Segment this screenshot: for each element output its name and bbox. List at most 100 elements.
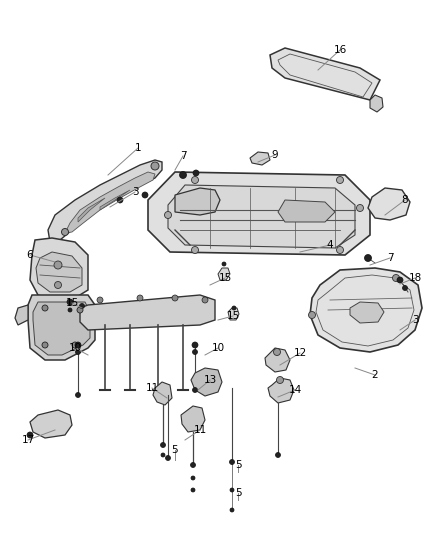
Circle shape bbox=[137, 295, 143, 301]
Circle shape bbox=[75, 342, 81, 348]
Text: 14: 14 bbox=[288, 385, 302, 395]
Circle shape bbox=[165, 212, 172, 219]
Circle shape bbox=[364, 254, 371, 262]
Polygon shape bbox=[168, 185, 355, 248]
Polygon shape bbox=[78, 198, 105, 222]
Circle shape bbox=[166, 456, 170, 461]
Text: 15: 15 bbox=[65, 298, 79, 308]
Polygon shape bbox=[33, 302, 90, 355]
Circle shape bbox=[142, 192, 148, 198]
Circle shape bbox=[27, 432, 33, 438]
Circle shape bbox=[392, 274, 399, 281]
Circle shape bbox=[191, 246, 198, 254]
Circle shape bbox=[54, 281, 61, 288]
Polygon shape bbox=[270, 48, 380, 100]
Polygon shape bbox=[310, 268, 422, 352]
Polygon shape bbox=[28, 295, 95, 360]
Text: 15: 15 bbox=[219, 273, 232, 283]
Text: 3: 3 bbox=[132, 187, 138, 197]
Polygon shape bbox=[370, 95, 383, 112]
Polygon shape bbox=[30, 238, 88, 300]
Circle shape bbox=[192, 387, 198, 392]
Text: 5: 5 bbox=[235, 488, 241, 498]
Circle shape bbox=[161, 453, 165, 457]
Polygon shape bbox=[191, 368, 222, 396]
Text: 1: 1 bbox=[135, 143, 141, 153]
Text: 2: 2 bbox=[372, 370, 378, 380]
Circle shape bbox=[77, 307, 83, 313]
Polygon shape bbox=[265, 348, 290, 372]
Circle shape bbox=[42, 342, 48, 348]
Polygon shape bbox=[175, 188, 220, 215]
Text: 18: 18 bbox=[408, 273, 422, 283]
Circle shape bbox=[80, 303, 85, 309]
Circle shape bbox=[191, 476, 195, 480]
Circle shape bbox=[336, 176, 343, 183]
Polygon shape bbox=[80, 295, 215, 330]
Circle shape bbox=[193, 170, 199, 176]
Circle shape bbox=[61, 229, 68, 236]
Circle shape bbox=[192, 342, 198, 348]
Circle shape bbox=[191, 463, 195, 467]
Circle shape bbox=[308, 311, 315, 319]
Circle shape bbox=[117, 197, 123, 203]
Circle shape bbox=[180, 172, 187, 179]
Text: 13: 13 bbox=[203, 375, 217, 385]
Circle shape bbox=[202, 297, 208, 303]
Polygon shape bbox=[228, 308, 239, 320]
Text: 17: 17 bbox=[21, 435, 35, 445]
Circle shape bbox=[75, 350, 81, 354]
Polygon shape bbox=[65, 172, 155, 233]
Text: 11: 11 bbox=[193, 425, 207, 435]
Circle shape bbox=[276, 453, 280, 457]
Text: 4: 4 bbox=[327, 240, 333, 250]
Circle shape bbox=[273, 349, 280, 356]
Circle shape bbox=[192, 350, 198, 354]
Polygon shape bbox=[48, 160, 162, 242]
Circle shape bbox=[191, 176, 198, 183]
Text: 16: 16 bbox=[333, 45, 346, 55]
Circle shape bbox=[172, 295, 178, 301]
Polygon shape bbox=[36, 252, 82, 292]
Polygon shape bbox=[148, 172, 370, 255]
Polygon shape bbox=[15, 305, 28, 325]
Circle shape bbox=[336, 246, 343, 254]
Text: 3: 3 bbox=[412, 315, 418, 325]
Polygon shape bbox=[278, 200, 335, 222]
Text: 7: 7 bbox=[180, 151, 186, 161]
Polygon shape bbox=[100, 190, 130, 210]
Circle shape bbox=[222, 262, 226, 266]
Circle shape bbox=[67, 299, 73, 305]
Circle shape bbox=[276, 376, 283, 384]
Polygon shape bbox=[181, 406, 205, 432]
Text: 10: 10 bbox=[212, 343, 225, 353]
Circle shape bbox=[151, 162, 159, 170]
Polygon shape bbox=[350, 302, 384, 323]
Circle shape bbox=[230, 488, 234, 492]
Polygon shape bbox=[218, 268, 230, 280]
Circle shape bbox=[403, 286, 407, 290]
Polygon shape bbox=[250, 152, 270, 165]
Text: 5: 5 bbox=[172, 445, 178, 455]
Circle shape bbox=[68, 308, 72, 312]
Text: 8: 8 bbox=[402, 195, 408, 205]
Circle shape bbox=[75, 392, 81, 398]
Text: 10: 10 bbox=[68, 343, 81, 353]
Text: 15: 15 bbox=[226, 311, 240, 321]
Text: 9: 9 bbox=[272, 150, 278, 160]
Text: 12: 12 bbox=[293, 348, 307, 358]
Circle shape bbox=[54, 261, 62, 269]
Circle shape bbox=[357, 205, 364, 212]
Circle shape bbox=[230, 508, 234, 512]
Circle shape bbox=[232, 306, 236, 310]
Text: 6: 6 bbox=[27, 250, 33, 260]
Circle shape bbox=[191, 488, 195, 492]
Circle shape bbox=[97, 297, 103, 303]
Circle shape bbox=[397, 277, 403, 283]
Polygon shape bbox=[268, 378, 294, 403]
Polygon shape bbox=[368, 188, 410, 220]
Circle shape bbox=[42, 305, 48, 311]
Circle shape bbox=[72, 342, 78, 348]
Text: 11: 11 bbox=[145, 383, 159, 393]
Circle shape bbox=[160, 442, 166, 448]
